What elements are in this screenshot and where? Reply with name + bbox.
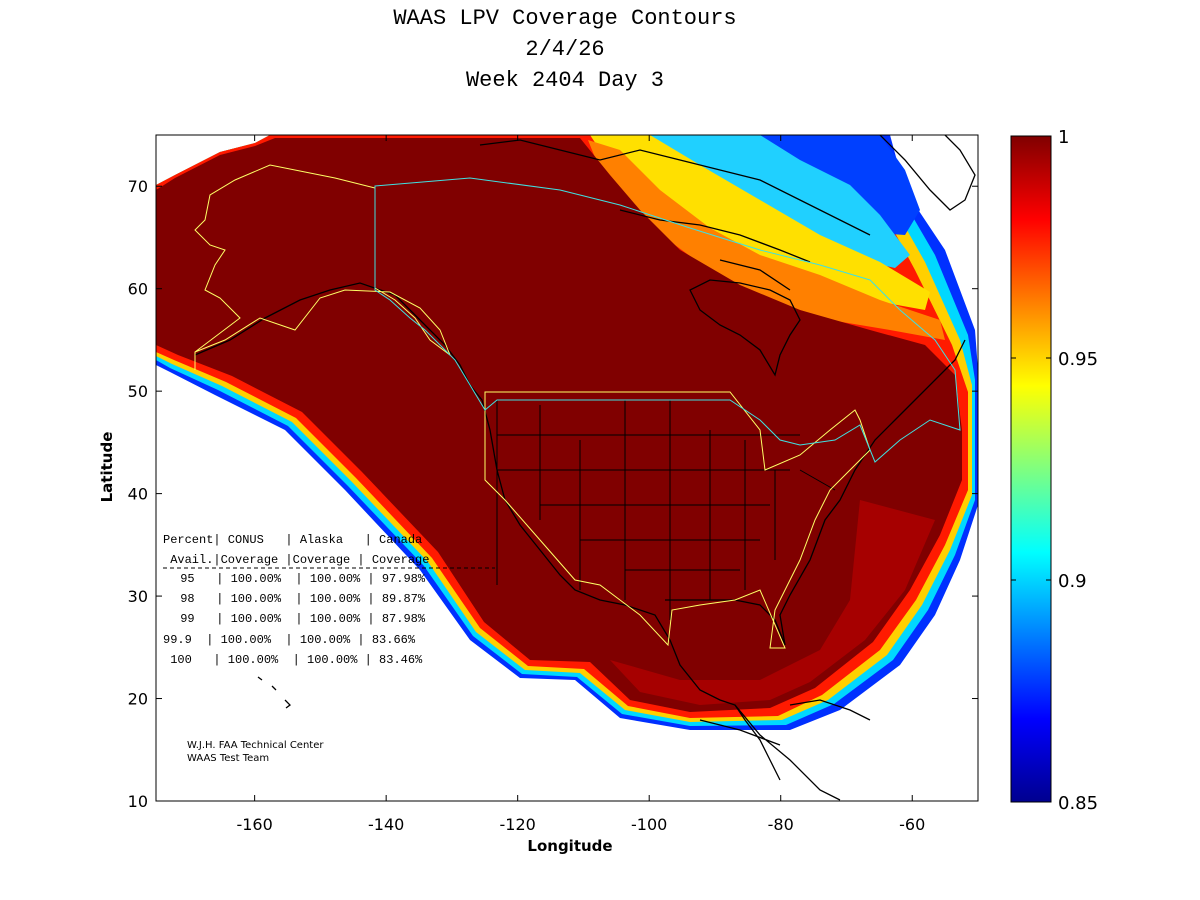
colorbar — [1010, 135, 1052, 803]
lon-tick-label: -100 — [631, 815, 667, 834]
lon-tick-label: -140 — [368, 815, 404, 834]
canada-degraded-orange — [588, 140, 945, 340]
conus-boundary — [484, 391, 871, 649]
colorbar-tick-label: 0.85 — [1058, 793, 1098, 814]
colorbar-tick-label: 0.95 — [1058, 349, 1098, 370]
table-row: 99.9 | 100.00% | 100.00% | 83.66% — [163, 633, 416, 647]
lon-tick-label: -120 — [500, 815, 536, 834]
region-boundaries — [194, 164, 961, 649]
coastlines — [194, 135, 976, 801]
colorbar-ticks: 1 0.95 0.9 0.85 — [1011, 127, 1098, 814]
colorbar-tick-label: 1 — [1058, 127, 1069, 148]
credits: W.J.H. FAA Technical Center WAAS Test Te… — [187, 740, 324, 764]
coastline-north-america — [194, 282, 966, 781]
lon-tick-label: -80 — [768, 815, 794, 834]
lon-tick-label: -60 — [899, 815, 925, 834]
coastline-arctic — [479, 139, 871, 291]
chart-title: WAAS LPV Coverage Contours — [393, 6, 737, 31]
chart-week: Week 2404 Day 3 — [465, 68, 665, 93]
chart-date: 2/4/26 — [525, 37, 605, 62]
lat-tick-label: 20 — [128, 690, 148, 709]
credit-line-1: W.J.H. FAA Technical Center — [187, 740, 324, 751]
table-header-1: Percent| CONUS | Alaska | Canada — [163, 533, 422, 547]
lon-tick-label: -160 — [236, 815, 272, 834]
table-header-2: Avail.|Coverage |Coverage | Coverage — [163, 553, 429, 567]
lat-tick-label: 70 — [128, 177, 148, 196]
lat-tick-label: 40 — [128, 485, 148, 504]
plot-frame — [155, 134, 979, 802]
coastline-central-america — [699, 704, 841, 801]
coastline-hawaii — [257, 676, 291, 709]
x-axis-label: Longitude — [527, 837, 612, 855]
y-axis-label: Latitude — [98, 432, 116, 503]
canada-boundary — [374, 177, 961, 463]
lat-tick-label: 60 — [128, 280, 148, 299]
table-row: 99 | 100.00% | 100.00% | 87.98% — [173, 612, 426, 626]
table-row: 100 | 100.00% | 100.00% | 83.46% — [163, 653, 423, 667]
coastline-greenland — [879, 135, 976, 211]
colorbar-tick-label: 0.9 — [1058, 571, 1087, 592]
longitude-axis: -160 -140 -120 -100 -80 -60 — [236, 135, 925, 834]
coastline-cuba — [789, 699, 871, 721]
coastline-hudson-bay — [689, 279, 801, 377]
lat-tick-label: 10 — [128, 792, 148, 811]
lat-tick-label: 50 — [128, 382, 148, 401]
coverage-inner-red-south — [610, 500, 935, 705]
lat-tick-label: 30 — [128, 587, 148, 606]
table-row: 95 | 100.00% | 100.00% | 97.98% — [173, 572, 426, 586]
credit-line-2: WAAS Test Team — [187, 753, 269, 764]
canada-degraded-yellow — [590, 135, 930, 310]
coverage-table: Percent| CONUS | Alaska | Canada Avail.|… — [163, 533, 495, 667]
latitude-axis: 10 20 30 40 50 60 70 — [128, 177, 978, 811]
coverage-full — [156, 138, 962, 712]
table-row: 98 | 100.00% | 100.00% | 89.87% — [173, 592, 426, 606]
